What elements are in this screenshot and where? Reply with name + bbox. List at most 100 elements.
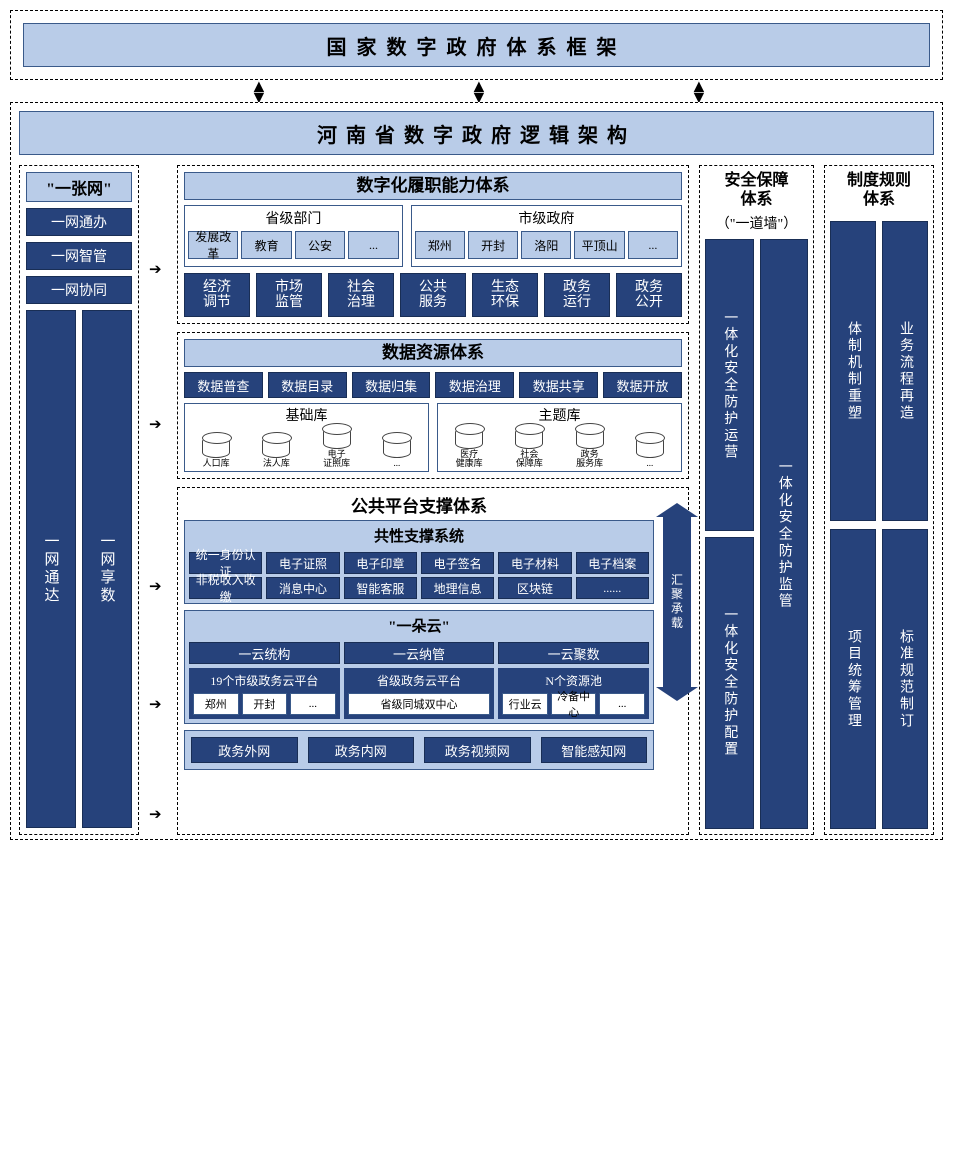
national-framework-box: 国家数字政府体系框架 [10, 10, 943, 80]
cylinder-icon [202, 436, 230, 458]
right-arrow-icon: ➔ [149, 415, 162, 434]
data-op-item: 数据治理 [435, 372, 514, 398]
security-item: 一体化安全防护监管 [760, 239, 809, 829]
data-op-item: 数据普查 [184, 372, 263, 398]
support-item: 智能客服 [344, 577, 417, 599]
bi-arrow-icon: ▲▼ [690, 81, 700, 102]
bi-arrow-icon: ▲▼ [250, 81, 260, 102]
public-platform-section: 公共平台支撑体系 共性支撑系统 统一身份认证 电子证照 电子印章 电子签名 电子… [177, 487, 689, 835]
city-cloud-panel: 19个市级政务云平台 郑州 开封 ... [189, 668, 340, 719]
right-arrow-icon: ➔ [149, 577, 162, 596]
support-item: 非税收入收缴 [189, 577, 262, 599]
base-db-title: 基础库 [188, 407, 425, 427]
data-resource-title: 数据资源体系 [184, 339, 682, 367]
function-item: 政务公开 [616, 273, 682, 317]
data-op-item: 数据共享 [519, 372, 598, 398]
provincial-framework-box: 河南省数字政府逻辑架构 "一张网" 一网通办 一网智管 一网协同 一网通达 一网… [10, 102, 943, 840]
cylinder-icon [455, 427, 483, 449]
security-title: 安全保障体系 [724, 171, 788, 209]
function-item: 市场监管 [256, 273, 322, 317]
base-db-panel: 基础库 人口库 法人库 电子证照库 ... [184, 403, 429, 472]
network-item: 政务外网 [191, 737, 298, 763]
city-cloud-title: 19个市级政务云平台 [193, 672, 336, 690]
provincial-framework-title: 河南省数字政府逻辑架构 [19, 111, 934, 155]
cloud-item: ... [599, 693, 645, 715]
db-item: 人口库 [188, 436, 244, 468]
cloud-principle: 一云纳管 [344, 642, 495, 664]
right-arrow-icon: ➔ [149, 260, 162, 279]
security-item: 一体化安全防护配置 [705, 537, 754, 829]
rule-item: 业务流程再造 [882, 221, 928, 521]
city-item: 平顶山 [574, 231, 624, 259]
network-item: 一网通办 [26, 208, 132, 236]
city-gov-panel: 市级政府 郑州 开封 洛阳 平顶山 ... [411, 205, 682, 267]
function-item: 公共服务 [400, 273, 466, 317]
support-item: 电子印章 [344, 552, 417, 574]
support-item: 电子档案 [576, 552, 649, 574]
network-tall-item: 一网通达 [26, 310, 76, 828]
one-network-column: "一张网" 一网通办 一网智管 一网协同 一网通达 一网享数 [19, 165, 139, 835]
rules-title: 制度规则体系 [847, 171, 911, 213]
cylinder-icon [323, 427, 351, 449]
one-network-title: "一张网" [26, 172, 132, 202]
data-op-item: 数据目录 [268, 372, 347, 398]
cylinder-icon [636, 436, 664, 458]
support-item: 消息中心 [266, 577, 339, 599]
support-item: 电子材料 [498, 552, 571, 574]
rule-item: 标准规范制订 [882, 529, 928, 829]
cloud-principle: 一云聚数 [498, 642, 649, 664]
network-item: 一网协同 [26, 276, 132, 304]
right-arrow-icon: ➔ [149, 805, 162, 824]
network-item: 政务视频网 [424, 737, 531, 763]
db-item: 社会保障库 [501, 427, 557, 468]
cloud-item: 郑州 [193, 693, 239, 715]
aggregate-arrow-icon: 汇聚承载 [663, 517, 691, 687]
db-item: ... [369, 436, 425, 468]
right-arrow-icon: ➔ [149, 695, 162, 714]
dept-item: 公安 [295, 231, 345, 259]
center-column: 数字化履职能力体系 省级部门 发展改革 教育 公安 ... 市级政府 [177, 165, 689, 835]
network-item: 智能感知网 [541, 737, 648, 763]
network-item: 一网智管 [26, 242, 132, 270]
data-resource-section: 数据资源体系 数据普查 数据目录 数据归集 数据治理 数据共享 数据开放 基础库… [177, 332, 689, 479]
aggregate-arrow-label: 汇聚承载 [669, 573, 686, 631]
one-cloud-title: "一朵云" [189, 615, 649, 639]
cloud-item: 冷备中心 [551, 693, 597, 715]
prov-cloud-panel: 省级政务云平台 省级同城双中心 [344, 668, 495, 719]
support-item: 区块链 [498, 577, 571, 599]
provincial-dept-panel: 省级部门 发展改革 教育 公安 ... [184, 205, 403, 267]
national-framework-title: 国家数字政府体系框架 [23, 23, 930, 67]
db-item: ... [622, 436, 678, 468]
common-support-panel: 共性支撑系统 统一身份认证 电子证照 电子印章 电子签名 电子材料 电子档案 非… [184, 520, 654, 604]
capability-title: 数字化履职能力体系 [184, 172, 682, 200]
resource-pool-panel: N个资源池 行业云 冷备中心 ... [498, 668, 649, 719]
cylinder-icon [515, 427, 543, 449]
city-item: 郑州 [415, 231, 465, 259]
function-item: 经济调节 [184, 273, 250, 317]
support-item: 电子证照 [266, 552, 339, 574]
bi-arrow-icon: ▲▼ [470, 81, 480, 102]
function-item: 社会治理 [328, 273, 394, 317]
db-item: 电子证照库 [309, 427, 365, 468]
cloud-principle: 一云统构 [189, 642, 340, 664]
support-item: 地理信息 [421, 577, 494, 599]
security-subtitle: （"一道墙"） [716, 213, 797, 235]
rules-column: 制度规则体系 体制机制重塑 业务流程再造 项目统筹管理 标准规范制订 [824, 165, 934, 835]
city-item: 洛阳 [521, 231, 571, 259]
function-item: 生态环保 [472, 273, 538, 317]
city-gov-title: 市级政府 [415, 209, 678, 231]
cylinder-icon [262, 436, 290, 458]
dept-item: 教育 [241, 231, 291, 259]
network-tall-item: 一网享数 [82, 310, 132, 828]
cylinder-icon [383, 436, 411, 458]
cloud-item: 省级同城双中心 [348, 693, 491, 715]
cylinder-icon [576, 427, 604, 449]
network-item: 政务内网 [308, 737, 415, 763]
networks-panel: 政务外网 政务内网 政务视频网 智能感知网 [184, 730, 654, 770]
security-item: 一体化安全防护运营 [705, 239, 754, 531]
support-item: 电子签名 [421, 552, 494, 574]
db-item: 医疗健康库 [441, 427, 497, 468]
one-cloud-panel: "一朵云" 一云统构 一云纳管 一云聚数 19个市级政务云平台 郑州 开封 ..… [184, 610, 654, 724]
db-item: 法人库 [248, 436, 304, 468]
city-item: ... [628, 231, 678, 259]
